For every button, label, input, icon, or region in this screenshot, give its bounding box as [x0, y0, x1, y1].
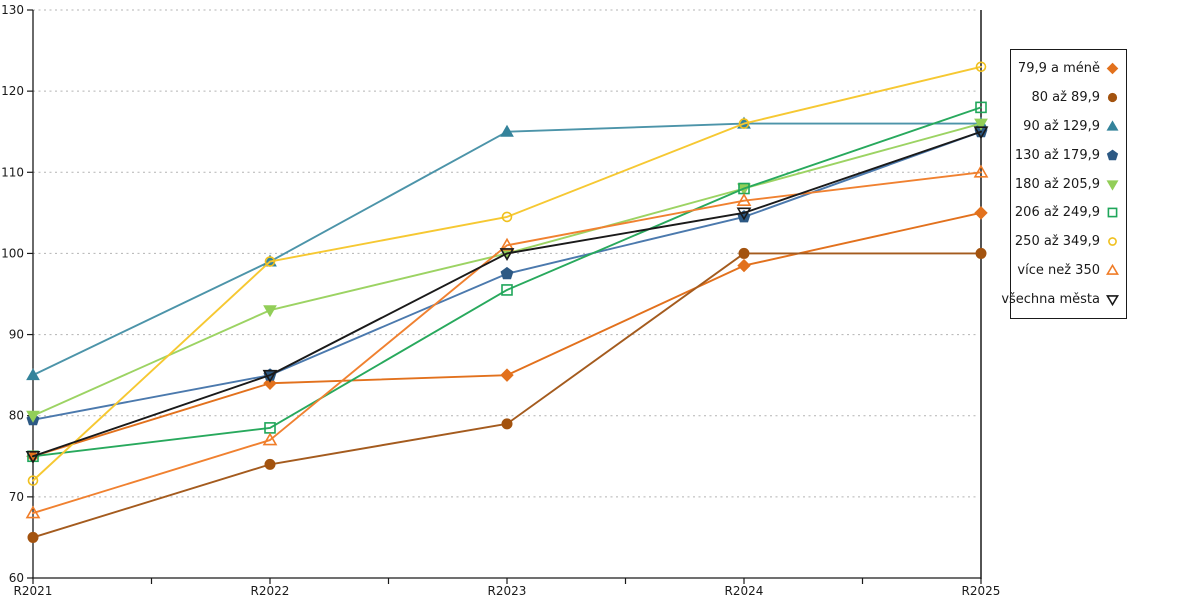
legend-marker-icon	[1106, 295, 1119, 307]
legend-item: 130 až 179,9	[1013, 141, 1120, 170]
legend-item: 79,9 a méně	[1013, 54, 1120, 83]
series-marker-circle	[975, 247, 987, 259]
series-marker-circle-open	[975, 61, 987, 73]
series-line	[32, 252, 982, 539]
series-line	[32, 171, 982, 515]
y-tick-label: 90	[9, 328, 24, 342]
series-marker-triangle-up-open	[262, 432, 278, 446]
series-marker-triangle-up-open	[499, 237, 515, 251]
series-marker-triangle-down	[974, 118, 988, 131]
x-tick-label: R2022	[251, 584, 290, 598]
x-tick-label: R2021	[14, 584, 53, 598]
series-marker-triangle-up-open	[973, 164, 989, 178]
series-marker-triangle-up-open	[736, 193, 752, 206]
series-marker-circle	[738, 247, 750, 259]
legend-marker-glyph	[1106, 120, 1119, 131]
legend-marker-glyph	[1106, 263, 1119, 276]
series-marker-square-open	[975, 101, 987, 114]
series-marker-square-open	[501, 284, 513, 296]
series-marker-diamond	[500, 368, 514, 382]
y-tick-label: 130	[1, 3, 24, 17]
series-marker-circle-open	[27, 475, 39, 486]
legend-marker-icon	[1106, 263, 1119, 276]
legend-marker-glyph	[1106, 295, 1119, 307]
y-tick-label: 70	[9, 490, 24, 504]
legend-item-label: 250 až 349,9	[1014, 234, 1100, 250]
series-marker-triangle-up	[500, 124, 514, 137]
legend-marker-glyph	[1108, 237, 1117, 247]
series-line	[32, 106, 982, 458]
series-marker-triangle-down-open	[499, 248, 515, 262]
legend-item-label: 180 až 205,9	[1014, 176, 1100, 192]
legend-item: 250 až 349,9	[1013, 227, 1120, 256]
series-marker-circle	[264, 458, 276, 470]
legend-marker-glyph	[1106, 179, 1119, 191]
series-marker-triangle-down-open	[262, 369, 278, 383]
y-tick-label: 110	[1, 165, 24, 179]
legend-item: 80 až 89,9	[1013, 83, 1120, 112]
circle-open-icon	[1108, 237, 1117, 247]
legend-item-label: 79,9 a méně	[1017, 60, 1100, 76]
series-line	[32, 130, 982, 458]
square-open-icon	[1107, 207, 1118, 218]
y-tick-label: 100	[1, 246, 24, 260]
y-tick-label: 60	[9, 571, 24, 585]
series-line	[32, 65, 982, 482]
legend-marker-icon	[1108, 237, 1117, 247]
legend-marker-glyph	[1107, 92, 1118, 102]
legend-item: 180 až 205,9	[1013, 170, 1120, 199]
series-marker-pentagon	[500, 266, 514, 280]
legend-item-label: více než 350	[1017, 263, 1100, 279]
circle-icon	[1107, 92, 1118, 102]
triangle-down-icon	[1106, 179, 1119, 191]
series-marker-triangle-down	[263, 305, 277, 318]
legend-item-label: 90 až 129,9	[1023, 118, 1100, 134]
legend-marker-icon	[1106, 149, 1119, 160]
legend-marker-glyph	[1106, 62, 1119, 75]
series-marker-circle-open	[264, 256, 276, 267]
x-tick-label: R2024	[725, 584, 764, 598]
series-marker-triangle-down	[26, 410, 40, 423]
x-tick-label: R2023	[488, 584, 527, 598]
legend-item: více než 350	[1013, 256, 1120, 285]
legend-marker-icon	[1106, 120, 1119, 131]
series-marker-circle	[27, 531, 39, 543]
chart-legend: 79,9 a méně 80 až 89,9 90 až 129,9 130 až 1…	[1001, 49, 1127, 319]
legend-item-label: 130 až 179,9	[1014, 147, 1100, 163]
series-marker-diamond	[737, 258, 751, 273]
series-marker-triangle-down-open	[973, 126, 989, 140]
legend-item: 90 až 129,9	[1013, 112, 1120, 141]
triangle-up-open-icon	[1106, 263, 1119, 276]
y-tick-label: 80	[9, 409, 24, 423]
series-marker-circle-open	[501, 211, 513, 223]
legend-marker-glyph	[1107, 207, 1118, 218]
pentagon-icon	[1106, 149, 1119, 160]
triangle-down-open-icon	[1106, 295, 1119, 307]
legend-item-label: 206 až 249,9	[1014, 205, 1100, 221]
triangle-up-icon	[1106, 120, 1119, 131]
series-marker-circle-open	[738, 118, 750, 129]
x-tick-label: R2025	[962, 584, 1001, 598]
series-marker-triangle-down-open	[25, 450, 41, 464]
legend-marker-icon	[1107, 92, 1118, 102]
legend-marker-icon	[1107, 207, 1118, 218]
y-tick-label: 120	[1, 84, 24, 98]
series-marker-diamond	[974, 206, 988, 220]
legend-item: všechna města	[1001, 285, 1120, 314]
series-marker-triangle-up-open	[25, 505, 41, 519]
legend-marker-icon	[1106, 179, 1119, 191]
legend-item: 206 až 249,9	[1013, 198, 1120, 227]
legend-item-label: 80 až 89,9	[1031, 89, 1100, 105]
series-marker-circle	[501, 418, 513, 430]
legend-marker-icon	[1106, 62, 1119, 75]
series-marker-triangle-down-open	[736, 207, 752, 221]
legend-item-label: všechna města	[1001, 292, 1100, 308]
legend-marker-glyph	[1106, 149, 1119, 160]
diamond-icon	[1106, 62, 1119, 75]
series-marker-triangle-up	[26, 368, 40, 381]
